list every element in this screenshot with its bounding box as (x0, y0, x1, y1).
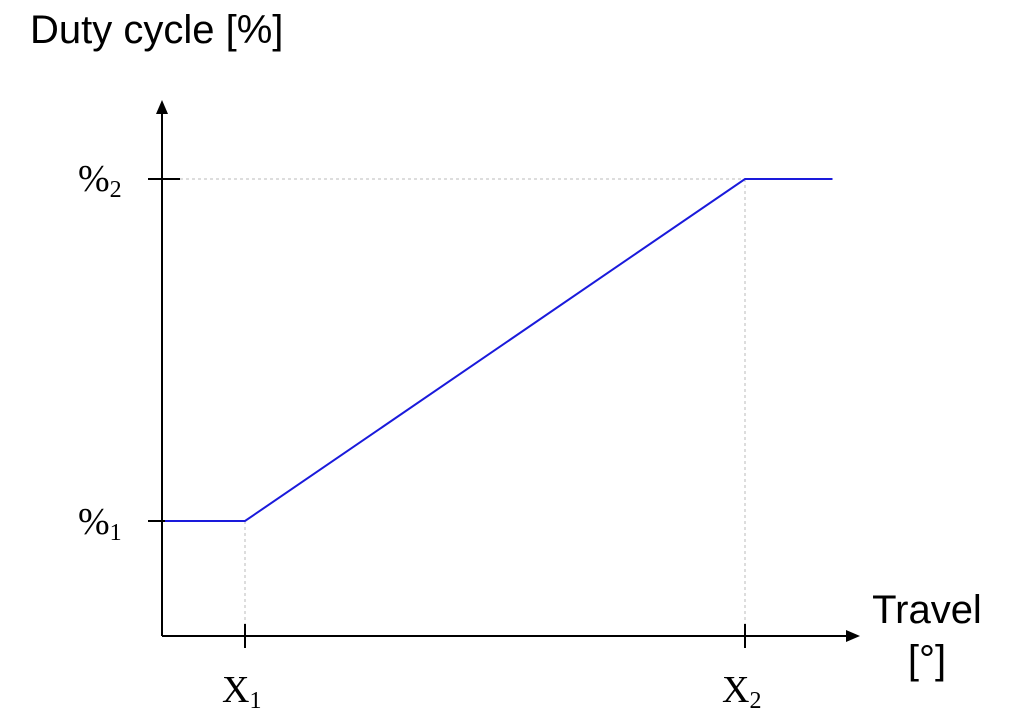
x-axis-label: Travel [°] (862, 585, 992, 685)
x-axis-arrow (846, 630, 860, 642)
series-line-1 (165, 178, 833, 522)
y-axis-label: Duty cycle [%] (30, 8, 284, 52)
x-tick-label-x2: X2 (722, 669, 762, 714)
x-tick-label-x1: X1 (222, 669, 262, 714)
x-axis-label-line1: Travel (872, 588, 982, 632)
y-axis-arrow (156, 100, 168, 114)
y-tick-label-pct2: %2 (78, 158, 122, 203)
y-tick-label-pct1: %1 (78, 501, 122, 546)
x-axis-label-line2: [°] (907, 638, 947, 682)
